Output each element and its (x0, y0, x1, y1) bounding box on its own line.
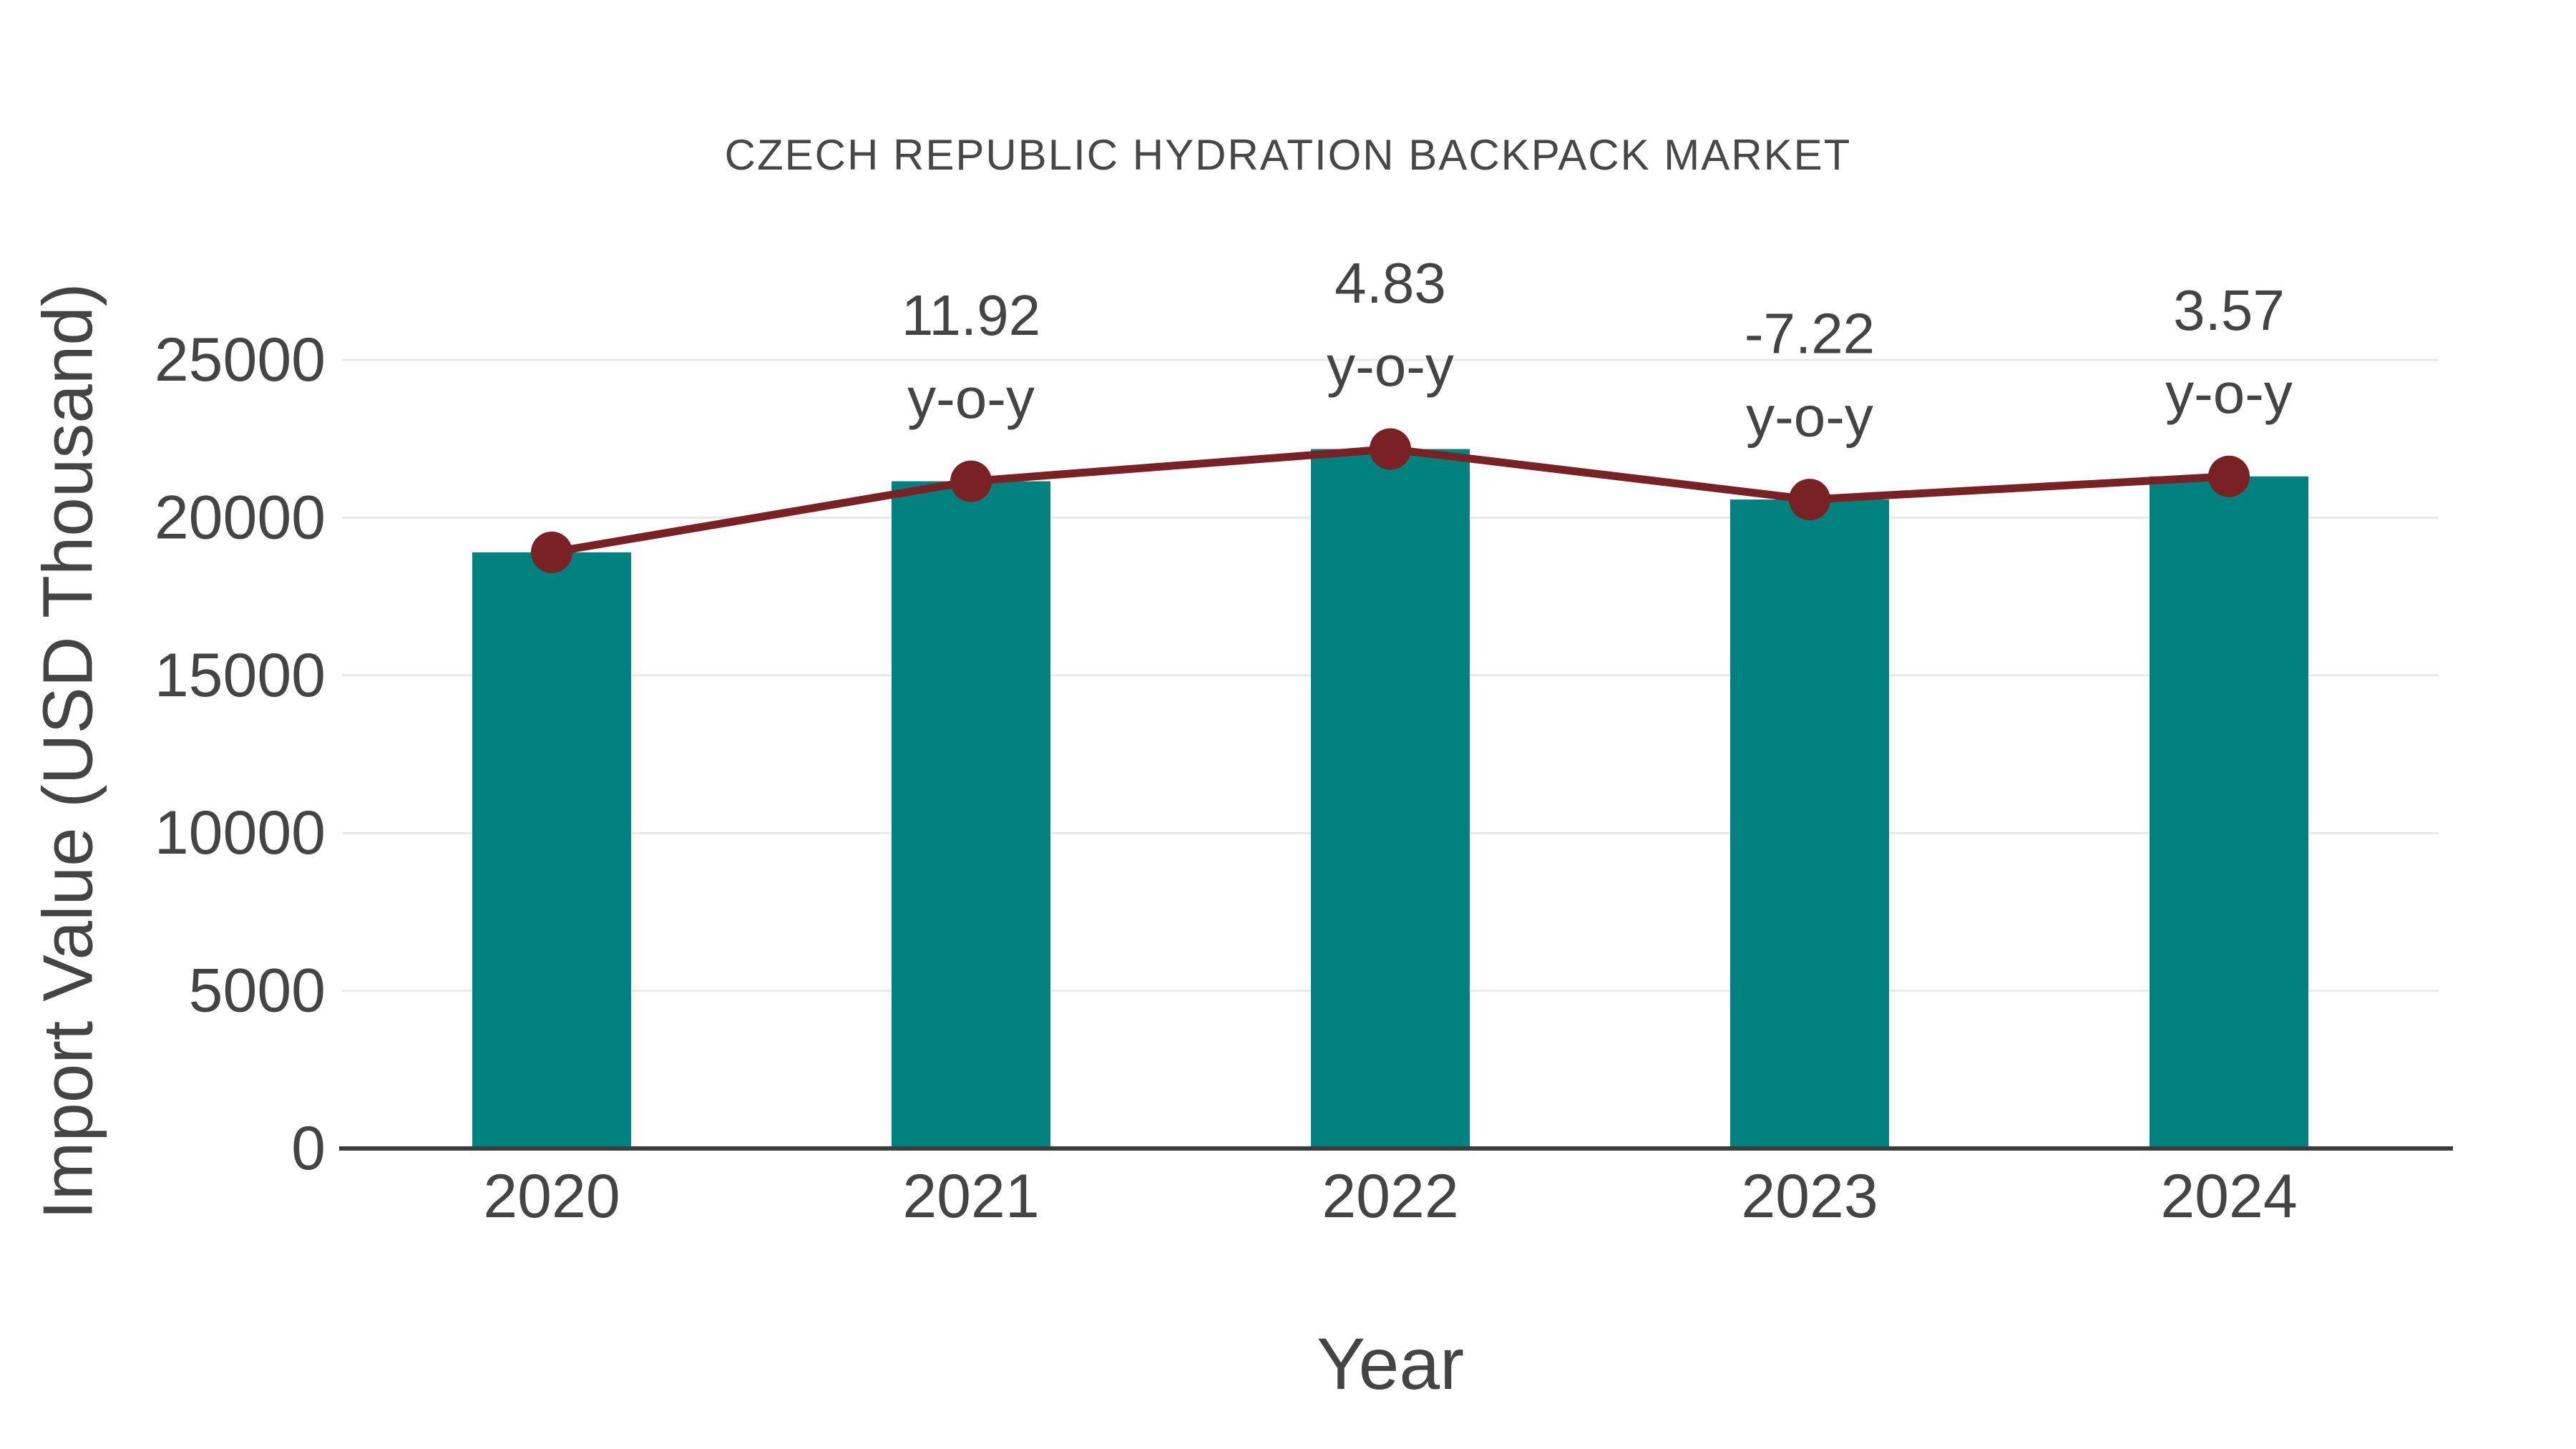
line-marker-2021 (950, 460, 992, 502)
y-tick-label-0: 0 (291, 1114, 326, 1183)
y-axis-title: Import Value (USD Thousand) (28, 283, 107, 1220)
x-tick-label-2022: 2022 (1322, 1162, 1458, 1231)
yoy-unit-label-2022: y-o-y (1327, 334, 1454, 398)
x-axis-title: Year (1316, 1323, 1465, 1405)
y-tick-label-10000: 10000 (155, 799, 326, 867)
y-tick-label-20000: 20000 (155, 483, 326, 552)
x-tick-label-2020: 2020 (483, 1162, 620, 1231)
y-tick-label-5000: 5000 (189, 957, 326, 1025)
line-marker-2024 (2208, 455, 2250, 497)
bar-2020 (472, 552, 631, 1148)
bar-2021 (892, 481, 1050, 1148)
line-marker-2020 (531, 531, 572, 573)
line-marker-2023 (1789, 479, 1830, 521)
bar-2022 (1311, 449, 1470, 1148)
yoy-value-label-2022: 4.83 (1335, 251, 1446, 315)
chart-title: CZECH REPUBLIC HYDRATION BACKPACK MARKET (724, 131, 1852, 179)
bar-2024 (2150, 476, 2308, 1148)
yoy-unit-label-2021: y-o-y (907, 366, 1035, 430)
x-tick-label-2024: 2024 (2160, 1162, 2297, 1231)
x-tick-label-2021: 2021 (902, 1162, 1039, 1231)
y-tick-label-15000: 15000 (155, 641, 326, 710)
yoy-value-label-2024: 3.57 (2173, 278, 2285, 342)
yoy-value-label-2023: -7.22 (1745, 302, 1875, 366)
bar-2023 (1730, 499, 1889, 1148)
yoy-value-label-2021: 11.92 (902, 283, 1040, 347)
line-marker-2022 (1370, 428, 1411, 470)
yoy-unit-label-2023: y-o-y (1746, 385, 1873, 449)
x-tick-label-2023: 2023 (1741, 1162, 1878, 1231)
y-tick-label-25000: 25000 (155, 326, 326, 394)
yoy-unit-label-2024: y-o-y (2165, 361, 2293, 425)
